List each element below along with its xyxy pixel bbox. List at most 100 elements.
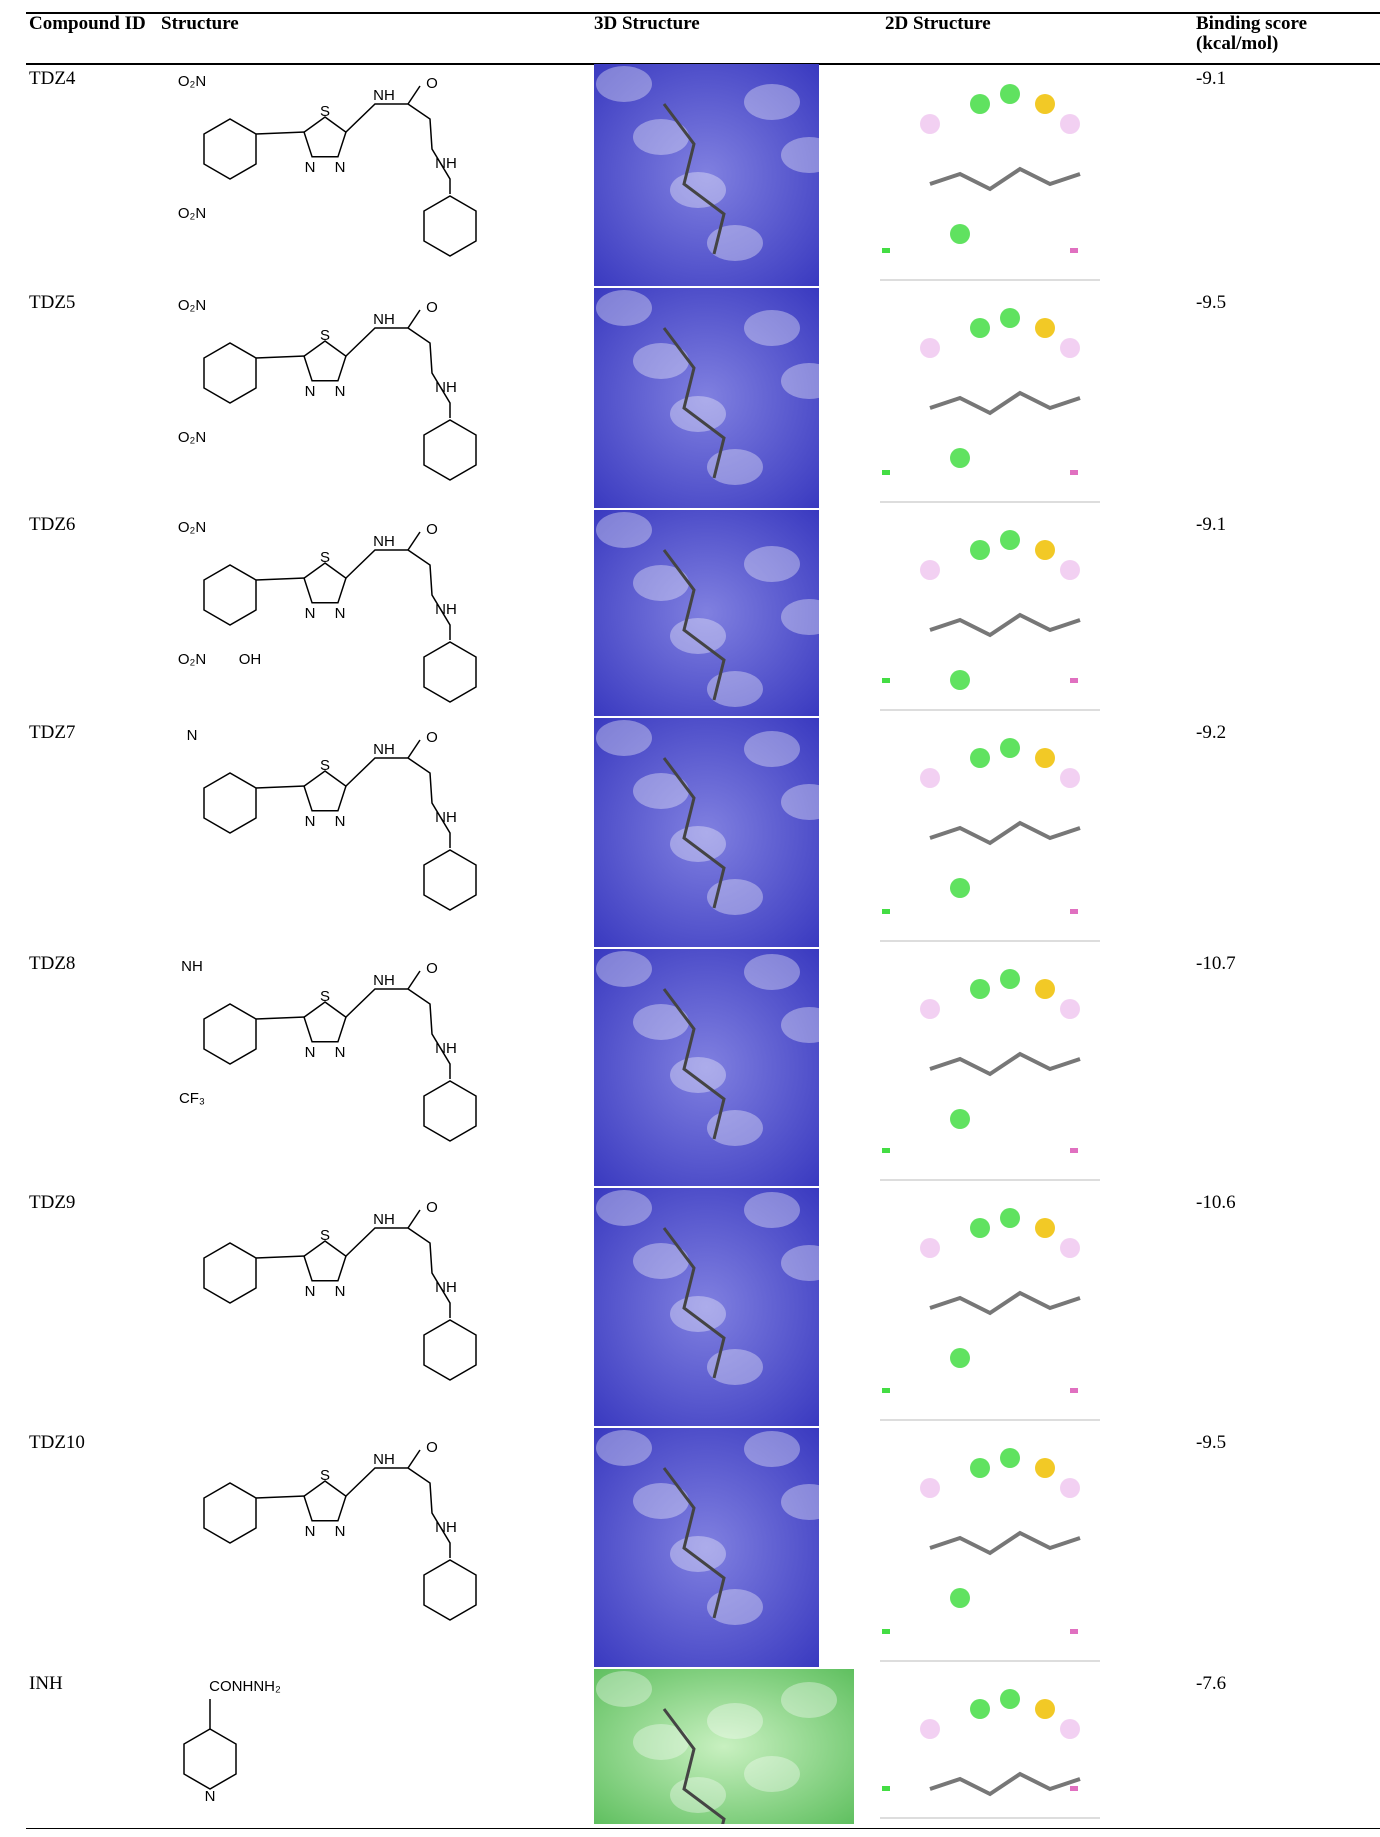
atom-label: O <box>426 729 438 746</box>
legend-swatch <box>1070 1388 1078 1393</box>
residue <box>920 1238 940 1258</box>
ligand <box>662 988 726 1140</box>
surface <box>670 1536 726 1572</box>
surface <box>744 1756 800 1792</box>
residue <box>1060 1719 1080 1739</box>
bond <box>255 1495 306 1499</box>
residue <box>950 878 970 898</box>
surface <box>707 1110 763 1146</box>
structure: S N N NH O NH NH CF₃ <box>179 958 477 1142</box>
structure: S N N NH O NH N <box>187 727 477 911</box>
rule <box>26 12 1380 14</box>
compound-id: INH <box>29 1673 63 1694</box>
residue <box>920 999 940 1019</box>
surface <box>633 343 689 379</box>
atom-label: NH <box>373 1211 395 1228</box>
surface <box>633 119 689 155</box>
ring <box>303 340 347 382</box>
surface <box>744 1192 800 1228</box>
background <box>594 288 819 508</box>
atom-label: N <box>335 605 346 622</box>
background <box>594 1428 819 1667</box>
legend-swatch <box>1070 470 1078 475</box>
ring <box>423 849 477 911</box>
table-row: TDZ4 -9.1 S N N NH O NH O₂N O₂N <box>0 64 1380 288</box>
binding-score: -9.1 <box>1196 68 1227 89</box>
ring <box>303 562 347 604</box>
residue <box>1035 94 1055 114</box>
residue <box>1035 748 1055 768</box>
residue <box>1035 979 1055 999</box>
ligand <box>929 1530 1081 1556</box>
atom-label: O₂N <box>178 205 206 222</box>
atom-label: S <box>320 103 330 120</box>
surface <box>670 1057 726 1093</box>
background <box>594 1188 819 1426</box>
background <box>594 718 819 947</box>
surface <box>707 225 763 261</box>
ligand <box>662 549 726 701</box>
atom-label: N <box>335 1283 346 1300</box>
ligand <box>662 1708 726 1824</box>
atom-label: NH <box>435 1040 457 1057</box>
surface <box>633 1483 689 1519</box>
compound-id: TDZ10 <box>29 1432 85 1453</box>
atom-label: O₂N <box>178 651 206 668</box>
surface <box>781 1484 819 1520</box>
ring <box>203 772 257 834</box>
atom-label: N <box>305 813 316 830</box>
binding-score: -10.7 <box>1196 953 1236 974</box>
atom-label: N <box>335 1044 346 1061</box>
ring <box>303 1240 347 1282</box>
legend-swatch <box>882 909 890 914</box>
legend-swatch <box>1070 909 1078 914</box>
header-cell: 2D Structure <box>885 13 991 34</box>
atom-label: N <box>305 1523 316 1540</box>
atom-label: NH <box>435 601 457 618</box>
bond <box>255 1255 306 1259</box>
bond <box>255 785 306 789</box>
interaction-2d-image <box>880 1689 1100 1819</box>
residue <box>970 1699 990 1719</box>
bond <box>255 355 306 359</box>
header-cell: Compound ID <box>29 13 146 34</box>
docking-3d-image <box>594 1669 854 1824</box>
surface <box>744 954 800 990</box>
residue <box>970 748 990 768</box>
atom-label: O <box>426 75 438 92</box>
legend-swatch <box>882 1629 890 1634</box>
residue <box>1035 1218 1055 1238</box>
ring <box>423 1559 477 1621</box>
surface <box>781 1245 819 1281</box>
interaction-2d-image <box>880 530 1100 711</box>
ring <box>423 641 477 703</box>
table-row: TDZ7 -9.2 S N N NH O NH N <box>0 718 1380 949</box>
residue <box>1060 114 1080 134</box>
surface <box>633 1724 689 1760</box>
surface <box>707 879 763 915</box>
ring <box>303 1001 347 1043</box>
residue <box>920 338 940 358</box>
atom-label: N <box>335 383 346 400</box>
ring <box>203 118 257 180</box>
ligand <box>662 1467 726 1619</box>
surface <box>670 172 726 208</box>
residue <box>1060 338 1080 358</box>
docking-3d-image <box>594 64 819 286</box>
table-row: TDZ10 -9.5 S N N NH O NH <box>0 1428 1380 1669</box>
structure: CONHNH₂ N <box>183 1678 281 1805</box>
legend-swatch <box>1070 1786 1078 1791</box>
structure: S N N NH O NH O₂N O₂N <box>178 297 477 481</box>
ligand <box>929 390 1081 416</box>
bond <box>407 1449 421 1469</box>
binding-score: -7.6 <box>1196 1673 1227 1694</box>
binding-score: -9.5 <box>1196 1432 1227 1453</box>
surface <box>596 720 652 756</box>
atom-label: NH <box>435 155 457 172</box>
residue <box>920 1478 940 1498</box>
bond <box>345 103 451 194</box>
residue <box>970 540 990 560</box>
ligand <box>662 103 726 255</box>
atom-label: NH <box>373 311 395 328</box>
residue <box>970 1218 990 1238</box>
